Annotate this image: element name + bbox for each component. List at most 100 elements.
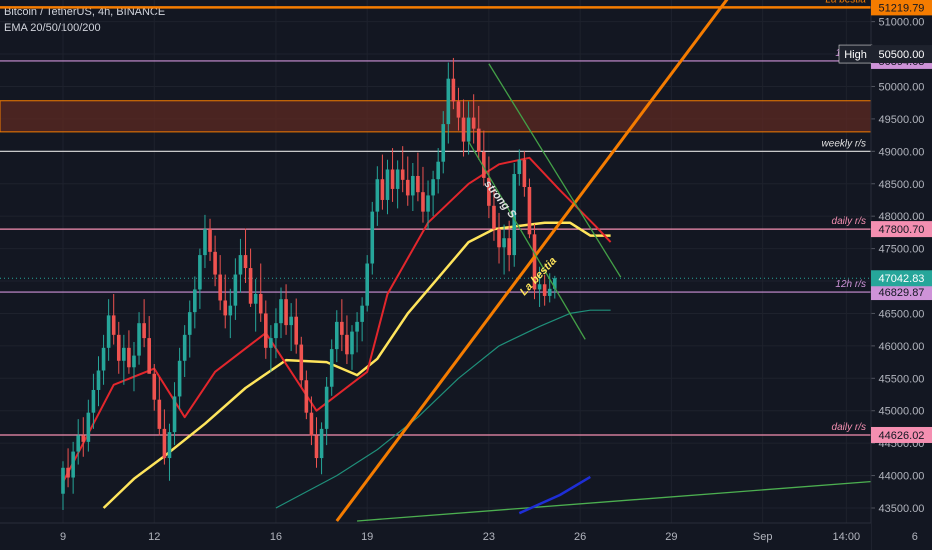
candle[interactable] (482, 130, 486, 186)
candle[interactable] (61, 461, 65, 510)
candle[interactable] (96, 356, 101, 407)
candle[interactable] (532, 223, 537, 300)
candle[interactable] (507, 220, 511, 272)
candle[interactable] (142, 299, 146, 348)
candle[interactable] (400, 146, 405, 193)
candle[interactable] (365, 255, 369, 312)
candle[interactable] (253, 279, 258, 332)
candle[interactable] (502, 224, 506, 275)
candle[interactable] (177, 347, 182, 410)
candle[interactable] (289, 303, 293, 352)
candle[interactable] (476, 105, 481, 160)
candle[interactable] (172, 382, 177, 446)
candle[interactable] (122, 334, 126, 385)
candle[interactable] (512, 162, 517, 267)
candle[interactable] (329, 339, 334, 396)
candle[interactable] (76, 419, 81, 465)
ema100-line[interactable] (275, 309, 611, 509)
candle[interactable] (167, 423, 172, 481)
candle[interactable] (116, 321, 121, 374)
candle[interactable] (517, 149, 522, 186)
candle[interactable] (411, 162, 415, 211)
ema20-line[interactable] (62, 156, 612, 483)
candle[interactable] (370, 201, 375, 275)
candle[interactable] (345, 315, 349, 365)
candle[interactable] (466, 101, 471, 155)
candle[interactable] (198, 248, 202, 309)
candle[interactable] (497, 212, 501, 264)
candle[interactable] (360, 297, 364, 342)
candle[interactable] (314, 417, 319, 468)
candle[interactable] (436, 148, 440, 194)
candle[interactable] (487, 156, 491, 219)
candle[interactable] (233, 258, 238, 320)
candle[interactable] (182, 325, 187, 378)
candle[interactable] (279, 287, 283, 339)
candle[interactable] (243, 228, 248, 283)
candle[interactable] (340, 299, 344, 352)
trendline[interactable] (488, 63, 622, 278)
candle[interactable] (106, 299, 111, 361)
candle[interactable] (258, 263, 263, 322)
candle[interactable] (334, 310, 339, 363)
candle[interactable] (456, 87, 461, 131)
trendline[interactable] (468, 141, 586, 340)
candle[interactable] (71, 441, 75, 494)
candle[interactable] (390, 148, 395, 202)
candle[interactable] (431, 170, 435, 217)
candle[interactable] (309, 396, 314, 446)
candle[interactable] (416, 152, 420, 202)
candle[interactable] (81, 417, 86, 457)
candle[interactable] (426, 180, 430, 230)
candle[interactable] (492, 188, 496, 241)
candle[interactable] (355, 312, 359, 353)
indicator-legend[interactable]: EMA 20/50/100/200 (4, 22, 101, 34)
candle[interactable] (405, 156, 410, 206)
candle[interactable] (324, 377, 329, 446)
candle[interactable] (152, 364, 157, 411)
candle[interactable] (284, 284, 288, 335)
candle[interactable] (218, 255, 222, 311)
candle[interactable] (274, 308, 278, 359)
candle[interactable] (350, 325, 354, 370)
candle[interactable] (299, 336, 304, 387)
candle[interactable] (137, 312, 141, 365)
trendline[interactable] (357, 476, 932, 522)
candle[interactable] (527, 178, 532, 239)
trendline[interactable] (335, 0, 732, 522)
candle[interactable] (522, 151, 527, 197)
ema200-line[interactable] (518, 475, 591, 515)
candle[interactable] (91, 373, 96, 429)
candle[interactable] (228, 288, 233, 339)
candle[interactable] (203, 214, 207, 269)
candle[interactable] (127, 330, 131, 374)
candle[interactable] (223, 274, 228, 329)
candle[interactable] (537, 266, 542, 307)
candle[interactable] (213, 235, 217, 287)
candle[interactable] (111, 293, 116, 345)
candle[interactable] (187, 300, 192, 358)
candle[interactable] (248, 248, 253, 307)
candle[interactable] (101, 334, 106, 385)
candle[interactable] (471, 94, 476, 144)
candle[interactable] (421, 166, 425, 223)
ema50-line[interactable] (102, 221, 611, 509)
candle[interactable] (162, 409, 167, 465)
candle[interactable] (319, 422, 324, 475)
candle[interactable] (441, 111, 446, 174)
candle[interactable] (66, 448, 70, 488)
candle[interactable] (193, 276, 197, 329)
candle[interactable] (451, 57, 456, 110)
candle[interactable] (446, 62, 451, 144)
candle[interactable] (380, 154, 385, 210)
candle[interactable] (375, 166, 380, 226)
candle[interactable] (264, 300, 268, 359)
candle[interactable] (86, 399, 91, 452)
candle[interactable] (461, 99, 466, 157)
candle[interactable] (208, 218, 212, 261)
candle[interactable] (238, 238, 243, 293)
candle[interactable] (147, 316, 151, 374)
candle[interactable] (269, 325, 273, 372)
candle[interactable] (304, 370, 309, 420)
